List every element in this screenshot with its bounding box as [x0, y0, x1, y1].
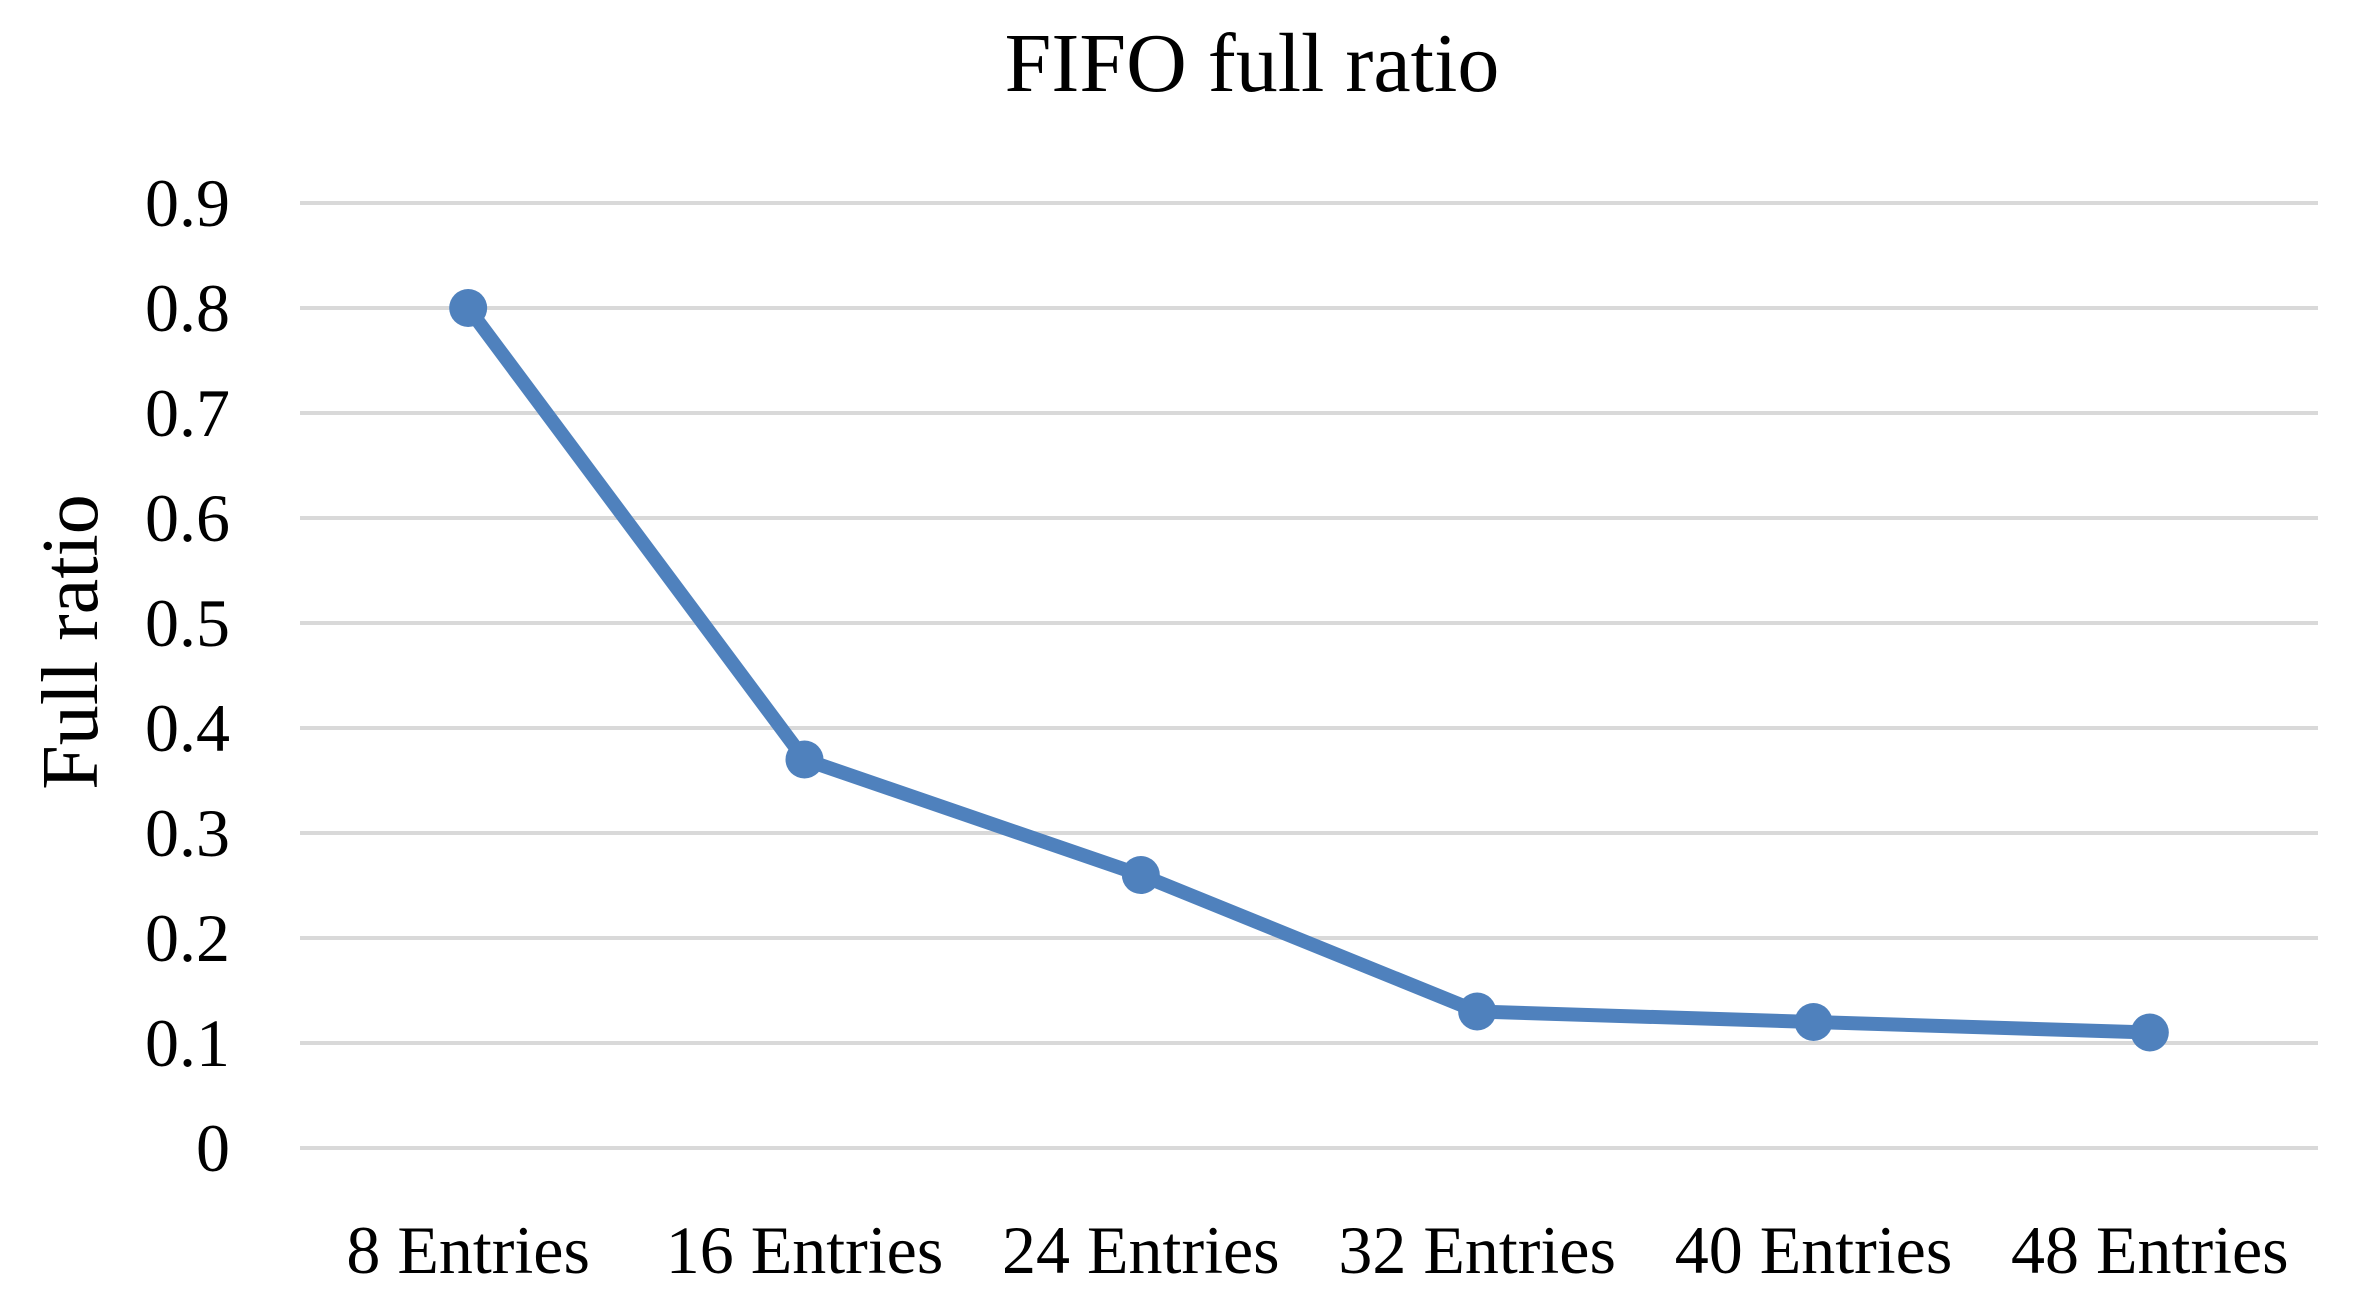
y-tick-label: 0.4 — [145, 690, 230, 766]
x-category-label: 24 Entries — [1002, 1212, 1280, 1288]
data-point-marker — [1458, 992, 1497, 1031]
data-point-marker — [449, 289, 488, 327]
data-point-marker — [785, 740, 824, 779]
data-point-marker — [1794, 1003, 1833, 1041]
data-line — [461, 301, 2157, 1040]
y-tick-label: 0.3 — [145, 795, 230, 871]
y-tick-label: 0.8 — [145, 270, 230, 346]
x-category-label: 32 Entries — [1338, 1212, 1616, 1288]
y-tick-label: 0.2 — [145, 900, 230, 976]
y-tick-label: 0.9 — [145, 165, 230, 241]
y-tick-label: 0.1 — [145, 1005, 230, 1081]
x-category-label: 8 Entries — [346, 1212, 590, 1288]
y-tick-label: 0 — [196, 1110, 230, 1186]
y-tick-label: 0.6 — [145, 480, 230, 556]
chart-title: FIFO full ratio — [1004, 17, 1500, 110]
x-category-label: 16 Entries — [665, 1212, 944, 1288]
x-category-label: 48 Entries — [2011, 1212, 2289, 1288]
y-tick-label: 0.5 — [145, 585, 230, 661]
data-point-marker — [1121, 856, 1160, 894]
data-point-marker — [2130, 1013, 2169, 1052]
x-category-label: 40 Entries — [1674, 1212, 1953, 1288]
y-tick-label: 0.7 — [145, 375, 230, 451]
